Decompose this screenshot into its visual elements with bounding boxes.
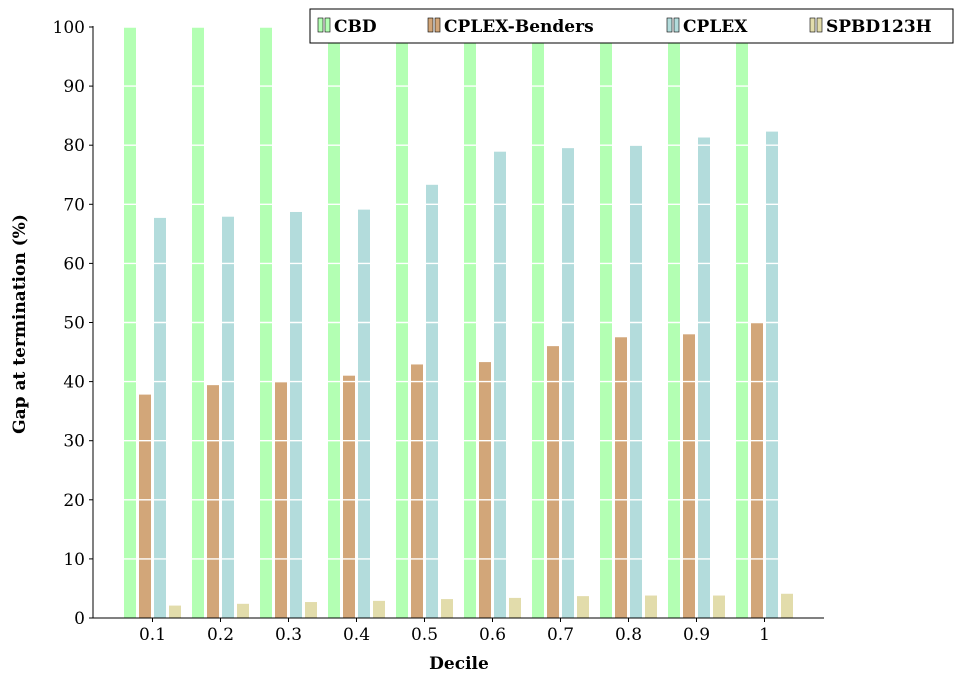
legend-swatch-cplex-benders-a: [427, 17, 434, 33]
x-tick-label-0.5: 0.5: [411, 625, 438, 645]
bar-spbd123h-0.4: [373, 600, 385, 618]
bar-cplex-benders-0.8: [615, 337, 627, 618]
y-tick-label-10: 10: [63, 550, 85, 570]
x-tick-label-0.9: 0.9: [683, 625, 710, 645]
bar-cplex-0.1: [154, 217, 166, 618]
y-tick-label-0: 0: [74, 609, 85, 629]
legend-label-cplex: CPLEX: [683, 17, 748, 37]
bar-spbd123h-0.8: [645, 595, 657, 618]
bar-cplex-benders-1: [751, 322, 763, 618]
y-axis-title: Gap at termination (%): [10, 214, 30, 434]
bar-cplex-0.4: [358, 209, 370, 618]
y-tick-label-90: 90: [63, 77, 85, 97]
bar-cplex-0.6: [494, 151, 506, 619]
bar-cplex-0.7: [562, 148, 574, 618]
legend-swatch-cplex-b: [673, 17, 680, 33]
bar-cplex-benders-0.6: [479, 362, 491, 618]
x-tick-label-0.2: 0.2: [207, 625, 234, 645]
x-tick-label-0.7: 0.7: [547, 625, 574, 645]
bar-spbd123h-0.5: [441, 599, 453, 618]
legend-label-spbd123h: SPBD123H: [826, 17, 932, 37]
bar-spbd123h-0.9: [713, 595, 725, 618]
y-tick-label-40: 40: [63, 373, 85, 393]
axes: [89, 26, 824, 622]
legend-swatch-cplex-benders-b: [434, 17, 441, 33]
bar-spbd123h-0.1: [169, 605, 181, 618]
bar-cplex-0.9: [698, 137, 710, 618]
y-tick-label-80: 80: [63, 136, 85, 156]
bar-cplex-benders-0.4: [343, 375, 355, 618]
bar-cplex-benders-0.1: [139, 394, 151, 618]
bar-spbd123h-0.2: [237, 603, 249, 618]
bar-spbd123h-1: [781, 593, 793, 618]
bar-spbd123h-0.7: [577, 596, 589, 618]
legend-swatch-spbd123h-a: [809, 17, 816, 33]
x-tick-label-0.8: 0.8: [615, 625, 642, 645]
x-tick-label-0.3: 0.3: [275, 625, 302, 645]
bar-cplex-benders-0.2: [207, 385, 219, 618]
y-tick-label-30: 30: [63, 432, 85, 452]
x-tick-label-0.4: 0.4: [343, 625, 370, 645]
bar-cplex-1: [766, 131, 778, 618]
legend-label-cbd: CBD: [334, 17, 377, 37]
x-tick-label-1: 1: [759, 625, 770, 645]
x-tick-label-0.1: 0.1: [139, 625, 166, 645]
legend: CBD CPLEX-Benders CPLEX SPBD123H: [309, 8, 954, 44]
bar-cplex-0.2: [222, 216, 234, 618]
x-tick-label-0.6: 0.6: [479, 625, 506, 645]
legend-swatch-spbd123h-b: [816, 17, 823, 33]
bar-cplex-benders-0.9: [683, 334, 695, 618]
bar-cplex-0.5: [426, 184, 438, 618]
x-tick-labels: 0.1 0.2 0.3 0.4 0.5 0.6 0.7 0.8 0.9 1: [139, 625, 770, 645]
y-tick-label-20: 20: [63, 491, 85, 511]
x-axis-title: Decile: [429, 654, 489, 674]
y-tick-label-50: 50: [63, 314, 85, 334]
legend-swatch-cbd-a: [317, 17, 324, 33]
legend-swatch-cplex-a: [666, 17, 673, 33]
legend-box: [309, 8, 954, 44]
bar-cplex-benders-0.7: [547, 346, 559, 618]
legend-swatch-cbd-b: [324, 17, 331, 33]
legend-label-cplex-benders: CPLEX-Benders: [444, 17, 594, 37]
bar-spbd123h-0.3: [305, 602, 317, 618]
y-tick-label-70: 70: [63, 195, 85, 215]
y-tick-labels: 0 10 20 30 40 50 60 70 80 90 100: [53, 18, 85, 629]
y-tick-label-100: 100: [53, 18, 85, 38]
bar-cplex-benders-0.5: [411, 364, 423, 618]
bar-cplex-0.3: [290, 211, 302, 618]
bar-spbd123h-0.6: [509, 597, 521, 618]
y-tick-label-60: 60: [63, 254, 85, 274]
gridlines: [93, 26, 824, 560]
